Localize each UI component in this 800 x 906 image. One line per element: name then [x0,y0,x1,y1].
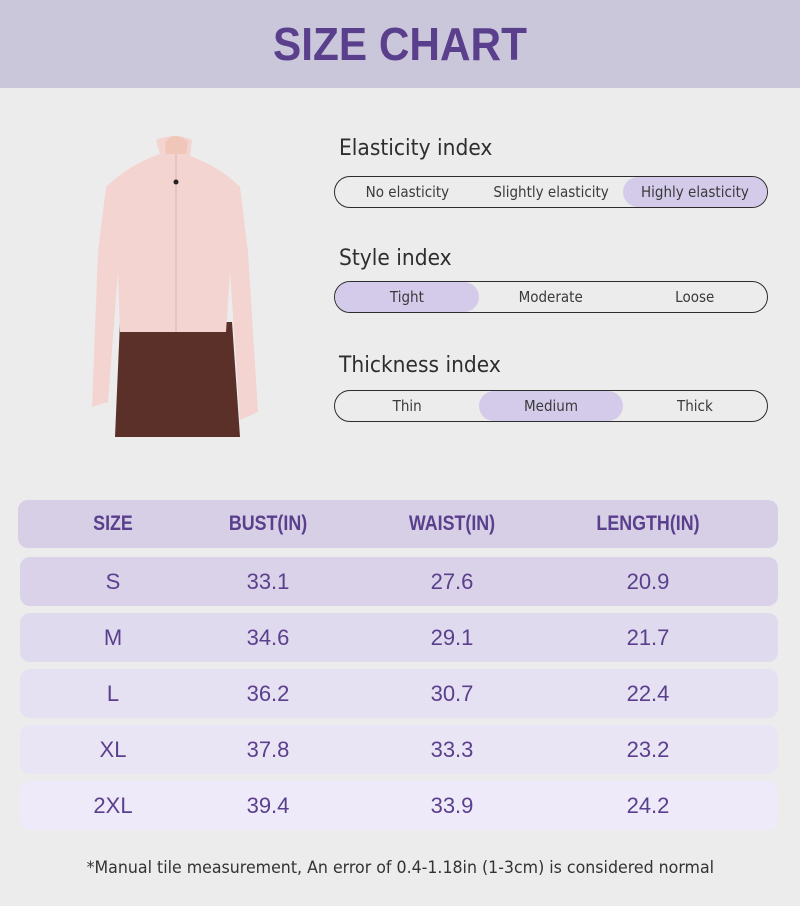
cell-bust: 36.2 [246,680,290,706]
cell-waist: 29.1 [430,624,474,650]
cell-bust: 34.6 [246,624,290,650]
cell-bust: 33.1 [246,568,290,594]
elasticity-selector: No elasticity Slightly elasticity Highly… [334,176,768,208]
header-size: SIZE [93,512,133,535]
cell-size: S [105,568,121,594]
cell-size: L [106,680,120,706]
header-length: LENGTH(IN) [596,512,700,535]
style-selector: Tight Moderate Loose [334,281,768,313]
header-waist: WAIST(IN) [408,512,496,535]
table-row: L 36.2 30.7 22.4 [20,669,778,718]
option-tight: Tight [335,282,479,312]
option-medium: Medium [479,391,623,421]
table-row: XL 37.8 33.3 23.2 [20,725,778,774]
option-thin: Thin [392,397,422,415]
option-moderate: Moderate [518,288,584,306]
thickness-selector: Thin Medium Thick [334,390,768,422]
cell-size: 2XL [93,792,133,818]
cell-length: 23.2 [626,736,670,762]
table-row: S 33.1 27.6 20.9 [20,557,778,606]
size-table-header: SIZE BUST(IN) WAIST(IN) LENGTH(IN) [18,500,778,548]
cell-length: 21.7 [626,624,670,650]
cell-waist: 30.7 [430,680,474,706]
cell-size: XL [99,736,127,762]
elasticity-index-title: Elasticity index [339,136,493,161]
product-photo-jacket [92,136,258,437]
cell-waist: 33.3 [430,736,474,762]
style-index-title: Style index [339,246,452,271]
option-no-elasticity: No elasticity [365,183,449,201]
option-thick: Thick [677,397,713,415]
option-highly-elasticity: Highly elasticity [623,177,767,207]
option-loose: Loose [675,288,715,306]
thickness-index-title: Thickness index [339,353,501,378]
measurement-footnote: *Manual tile measurement, An error of 0.… [86,858,714,878]
cell-waist: 27.6 [430,568,474,594]
option-slightly-elasticity: Slightly elasticity [493,183,609,201]
table-row: M 34.6 29.1 21.7 [20,613,778,662]
page-title: SIZE CHART [273,18,527,70]
cell-length: 22.4 [626,680,670,706]
cell-length: 20.9 [626,568,670,594]
header-banner: SIZE CHART [0,0,800,88]
cell-bust: 39.4 [246,792,290,818]
header-bust: BUST(IN) [228,512,308,535]
table-row: 2XL 39.4 33.9 24.2 [20,781,778,830]
cell-size: M [103,624,123,650]
cell-waist: 33.9 [430,792,474,818]
cell-bust: 37.8 [246,736,290,762]
cell-length: 24.2 [626,792,670,818]
